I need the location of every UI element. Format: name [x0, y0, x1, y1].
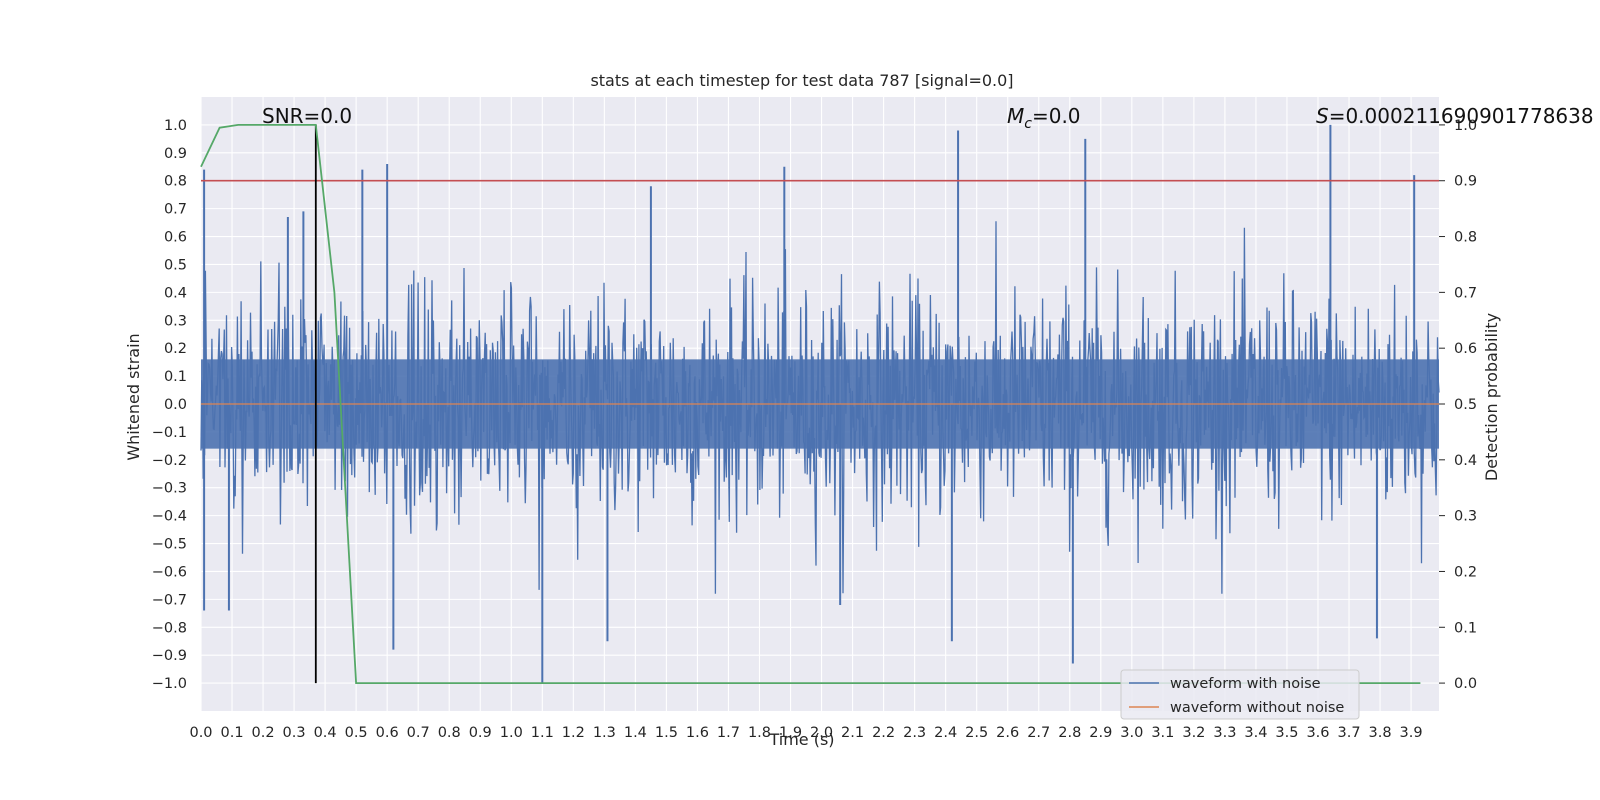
x-tick-label: 0.2 [252, 725, 275, 741]
y-tick-label: −0.4 [152, 509, 187, 525]
legend-label-noise: waveform with noise [1170, 676, 1321, 692]
x-tick-label: 2.5 [965, 725, 988, 741]
x-tick-label: 1.1 [531, 725, 554, 741]
legend: waveform with noise waveform without noi… [1120, 669, 1360, 720]
x-tick-label: 0.6 [376, 725, 399, 741]
x-tick-label: 0.1 [220, 725, 243, 741]
x-tick-label: 0.5 [345, 725, 368, 741]
x-tick-label: 2.9 [1089, 725, 1112, 741]
chart-title: stats at each timestep for test data 787… [590, 71, 1013, 90]
x-tick-label: 3.8 [1369, 725, 1392, 741]
x-tick-label: 2.0 [810, 725, 833, 741]
x-tick-label: 1.5 [655, 725, 678, 741]
mc-value: =0.0 [1032, 104, 1081, 128]
legend-label-clean: waveform without noise [1170, 700, 1344, 716]
y-axis-right-label: Detection probability [1482, 313, 1501, 481]
y-tick-label: 0.2 [164, 341, 187, 357]
x-tick-label: 1.0 [500, 725, 523, 741]
y-tick-label: −0.8 [152, 620, 187, 636]
x-tick-label: 3.9 [1400, 725, 1423, 741]
x-tick-label: 1.4 [624, 725, 647, 741]
y-right-tick-label: 0.7 [1454, 285, 1477, 301]
x-tick-label: 2.1 [841, 725, 864, 741]
x-tick-label: 0.0 [189, 725, 212, 741]
x-axis-ticks: 0.0 0.1 0.2 0.3 0.4 0.5 0.6 0.7 0.8 0.9 1.0 1.1 1.2 1… [189, 725, 1422, 741]
x-tick-label: 3.0 [1120, 725, 1143, 741]
y-tick-label: 0.0 [164, 397, 187, 413]
y-tick-label: 0.3 [164, 313, 187, 329]
y-tick-label: 0.7 [164, 202, 187, 218]
y-right-tick-label: 1.0 [1454, 118, 1477, 134]
x-tick-label: 0.7 [407, 725, 430, 741]
mc-annotation: Mc=0.0 [1007, 104, 1081, 132]
y-tick-label: 0.9 [164, 146, 187, 162]
y-tick-label: 0.4 [164, 285, 187, 301]
y-tick-label: 0.5 [164, 257, 187, 273]
x-tick-label: 3.6 [1306, 725, 1329, 741]
series-detection-probability [200, 124, 1421, 684]
x-tick-label: 3.3 [1213, 725, 1236, 741]
y-right-tick-label: 0.9 [1454, 174, 1477, 190]
x-tick-label: 2.7 [1027, 725, 1050, 741]
x-tick-label: 0.3 [283, 725, 306, 741]
s-annotation: S=0.000211690901778638 [1316, 104, 1594, 128]
y-tick-label: 0.1 [164, 369, 187, 385]
x-tick-label: 1.8 [748, 725, 771, 741]
y-tick-label: −0.5 [152, 537, 187, 553]
x-tick-label: 1.9 [779, 725, 802, 741]
y-tick-label: −0.6 [152, 564, 187, 580]
s-value-extra: 8 [1581, 104, 1594, 128]
y-axis-left-ticks: 1.0 0.9 0.8 0.7 0.6 0.5 0.4 0.3 0.2 0.1 0.0 −0.1 −0.… [152, 118, 187, 692]
x-tick-label: 0.4 [314, 725, 337, 741]
y-tick-label: −0.7 [152, 592, 187, 608]
x-tick-label: 1.3 [593, 725, 616, 741]
y-tick-label: −0.9 [152, 648, 187, 664]
x-tick-label: 0.8 [438, 725, 461, 741]
x-tick-label: 0.9 [469, 725, 492, 741]
y-tick-label: 1.0 [164, 118, 187, 134]
x-tick-label: 3.7 [1337, 725, 1360, 741]
s-symbol: S [1316, 104, 1329, 128]
mc-symbol: M [1007, 104, 1024, 128]
legend-box [1120, 669, 1360, 720]
y-right-tick-label: 0.2 [1454, 564, 1477, 580]
x-axis-label: Time (s) [768, 730, 834, 749]
y-right-tick-label: 0.8 [1454, 230, 1477, 246]
s-value: =0.00021169090177863 [1329, 104, 1581, 128]
y-tick-label: −0.2 [152, 453, 187, 469]
y-tick-label: −0.1 [152, 425, 187, 441]
x-tick-label: 1.2 [562, 725, 585, 741]
x-tick-label: 2.6 [996, 725, 1019, 741]
x-tick-label: 2.2 [872, 725, 895, 741]
y-axis-right-ticks: 1.0 0.9 0.8 0.7 0.6 0.5 0.4 0.3 0.2 0.1 0.0 [1439, 118, 1477, 692]
x-tick-label: 1.6 [686, 725, 709, 741]
x-tick-label: 2.3 [903, 725, 926, 741]
y-right-tick-label: 0.6 [1454, 341, 1477, 357]
y-axis-label: Whitened strain [124, 333, 143, 460]
x-tick-label: 3.4 [1244, 725, 1267, 741]
x-tick-label: 2.4 [934, 725, 957, 741]
y-tick-label: −1.0 [152, 676, 187, 692]
x-tick-label: 3.1 [1151, 725, 1174, 741]
y-tick-label: 0.6 [164, 230, 187, 246]
x-tick-label: 2.8 [1058, 725, 1081, 741]
mc-subscript: c [1024, 116, 1032, 132]
y-right-tick-label: 0.1 [1454, 620, 1477, 636]
snr-annotation: SNR=0.0 [262, 104, 352, 128]
x-tick-label: 1.7 [717, 725, 740, 741]
y-right-tick-label: 0.4 [1454, 453, 1477, 469]
y-tick-label: 0.8 [164, 174, 187, 190]
x-tick-label: 3.5 [1275, 725, 1298, 741]
x-tick-label: 3.2 [1182, 725, 1205, 741]
y-tick-label: −0.3 [152, 481, 187, 497]
y-right-tick-label: 0.3 [1454, 509, 1477, 525]
y-right-tick-label: 0.0 [1454, 676, 1477, 692]
y-right-tick-label: 0.5 [1454, 397, 1477, 413]
